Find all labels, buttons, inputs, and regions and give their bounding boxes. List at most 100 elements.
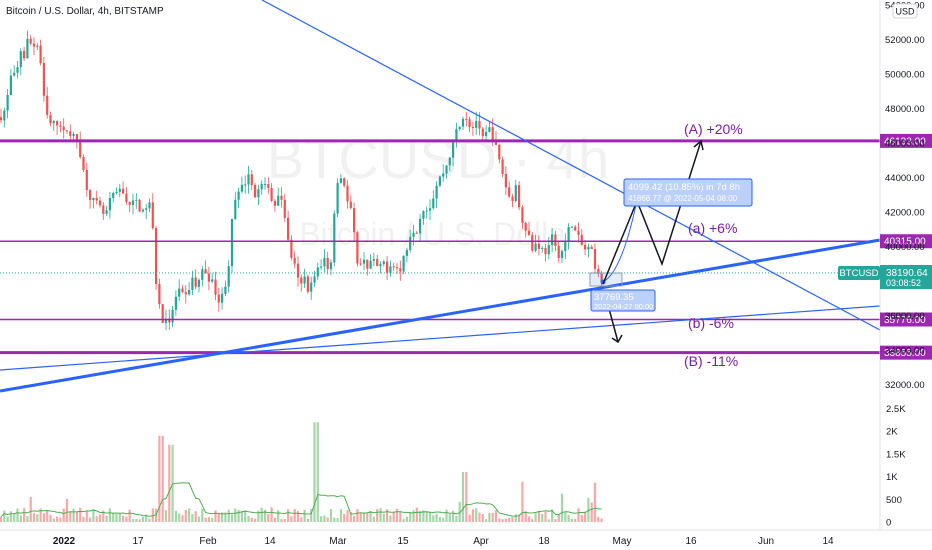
volume-bar-120 [395, 508, 399, 522]
candle-body-153 [504, 173, 507, 188]
scenario-label-b: (b) -6% [688, 315, 734, 331]
volume-bar-157 [518, 514, 521, 522]
candle-body-28 [92, 197, 95, 201]
candle-body-88 [290, 239, 293, 258]
volume-bar-113 [372, 516, 375, 522]
time-axis[interactable]: 2022 17 Feb 14 Mar 15 Apr 18 May 16 Jun 14 [0, 529, 932, 547]
currency-button[interactable] [892, 3, 918, 19]
volume-bar-170 [560, 493, 564, 522]
volume-bar-168 [554, 519, 557, 522]
volume-bar-56 [184, 509, 187, 522]
candle-body-106 [349, 201, 352, 209]
candle-body-71 [234, 199, 237, 220]
candle-body-75 [247, 174, 250, 185]
volume-bar-49 [161, 435, 164, 522]
volume-bar-136 [448, 514, 451, 522]
volume-bar-109 [359, 512, 362, 522]
volume-bar-115 [379, 508, 382, 522]
volume-bar-119 [392, 511, 395, 522]
candle-body-19 [62, 126, 65, 131]
support-trendline-secondary[interactable] [0, 305, 881, 371]
volume-bar-58 [191, 514, 194, 522]
trend-lines [0, 0, 881, 393]
candle-body-175 [577, 230, 580, 235]
volume-bar-27 [89, 517, 92, 522]
candle-body-156 [514, 185, 517, 201]
candle-body-143 [471, 126, 474, 128]
candle-body-159 [524, 222, 527, 231]
candle-body-169 [557, 245, 560, 258]
candle-body-79 [260, 184, 263, 190]
candle-body-178 [587, 246, 590, 250]
volume-bar-121 [399, 511, 402, 522]
volume-tick-1: 2K [886, 427, 898, 438]
volume-bar-23 [75, 511, 78, 522]
volume-bar-145 [478, 512, 481, 522]
candle-body-117 [386, 261, 389, 273]
volume-bar-149 [491, 512, 494, 522]
candle-body-91 [300, 277, 303, 284]
resistance-trendline[interactable] [261, 0, 881, 331]
volume-bar-78 [257, 510, 260, 522]
candle-body-4 [13, 72, 16, 76]
volume-bar-181 [597, 516, 600, 522]
candle-body-119 [392, 266, 395, 268]
candle-body-56 [184, 292, 187, 295]
low-box[interactable] [590, 289, 656, 312]
volume-tick-2: 1.5K [886, 449, 906, 460]
price-tick-10: 34000.00 [885, 346, 925, 357]
measure-arc [602, 199, 638, 283]
candle-body-16 [52, 121, 55, 124]
candle-body-30 [98, 200, 102, 206]
low-line2: 2022-04-27 00:00 [594, 302, 653, 311]
volume-bar-40 [131, 518, 135, 522]
volume-bar-97 [320, 516, 323, 522]
candle-body-93 [306, 276, 309, 292]
candle-body-38 [125, 193, 128, 202]
volume-bar-77 [254, 518, 257, 522]
volume-bar-133 [438, 517, 441, 522]
volume-bar-92 [303, 509, 306, 522]
candle-body-49 [161, 304, 164, 323]
volume-bar-82 [270, 507, 273, 522]
candle-body-116 [382, 261, 385, 265]
bullish-arrow-head [693, 139, 704, 151]
candle-body-157 [518, 185, 521, 208]
candle-body-120 [395, 267, 399, 269]
candle-body-22 [72, 134, 75, 136]
candle-body-167 [551, 234, 554, 245]
candle-body-31 [102, 205, 105, 214]
volume-bar-2 [6, 516, 9, 522]
measure-box[interactable] [623, 178, 753, 207]
candle-body-101 [333, 213, 336, 263]
candle-body-112 [369, 260, 372, 269]
candle-body-65 [214, 279, 217, 295]
candle-body-67 [221, 293, 224, 303]
support-trendline-main[interactable] [0, 238, 881, 393]
candle-body-144 [475, 121, 478, 128]
candle-body-33 [108, 197, 111, 211]
volume-bar-76 [250, 517, 253, 522]
volume-bar-178 [587, 497, 590, 522]
candle-body-46 [151, 202, 154, 229]
candle-body-24 [79, 139, 82, 158]
candle-body-136 [448, 157, 451, 166]
candle-body-23 [75, 134, 78, 140]
candle-body-9 [29, 38, 32, 44]
volume-bar-116 [382, 514, 385, 522]
volume-bar-165 [544, 511, 547, 522]
candle-body-62 [204, 269, 207, 274]
time-tick-3: 14 [264, 536, 276, 547]
candle-body-89 [293, 257, 296, 264]
candle-body-161 [531, 235, 534, 251]
volume-bar-16 [52, 518, 55, 522]
volume-bar-62 [204, 517, 207, 522]
bullish-path[interactable] [602, 140, 702, 285]
price-tick-9: 36000.00 [885, 311, 925, 322]
watermark-name: Bitcoin / U.S. Dollar [299, 216, 577, 252]
volume-bar-83 [273, 517, 276, 522]
candle-body-176 [580, 234, 583, 245]
price-tick-4: 46000.00 [885, 139, 925, 150]
candle-body-177 [584, 244, 587, 250]
